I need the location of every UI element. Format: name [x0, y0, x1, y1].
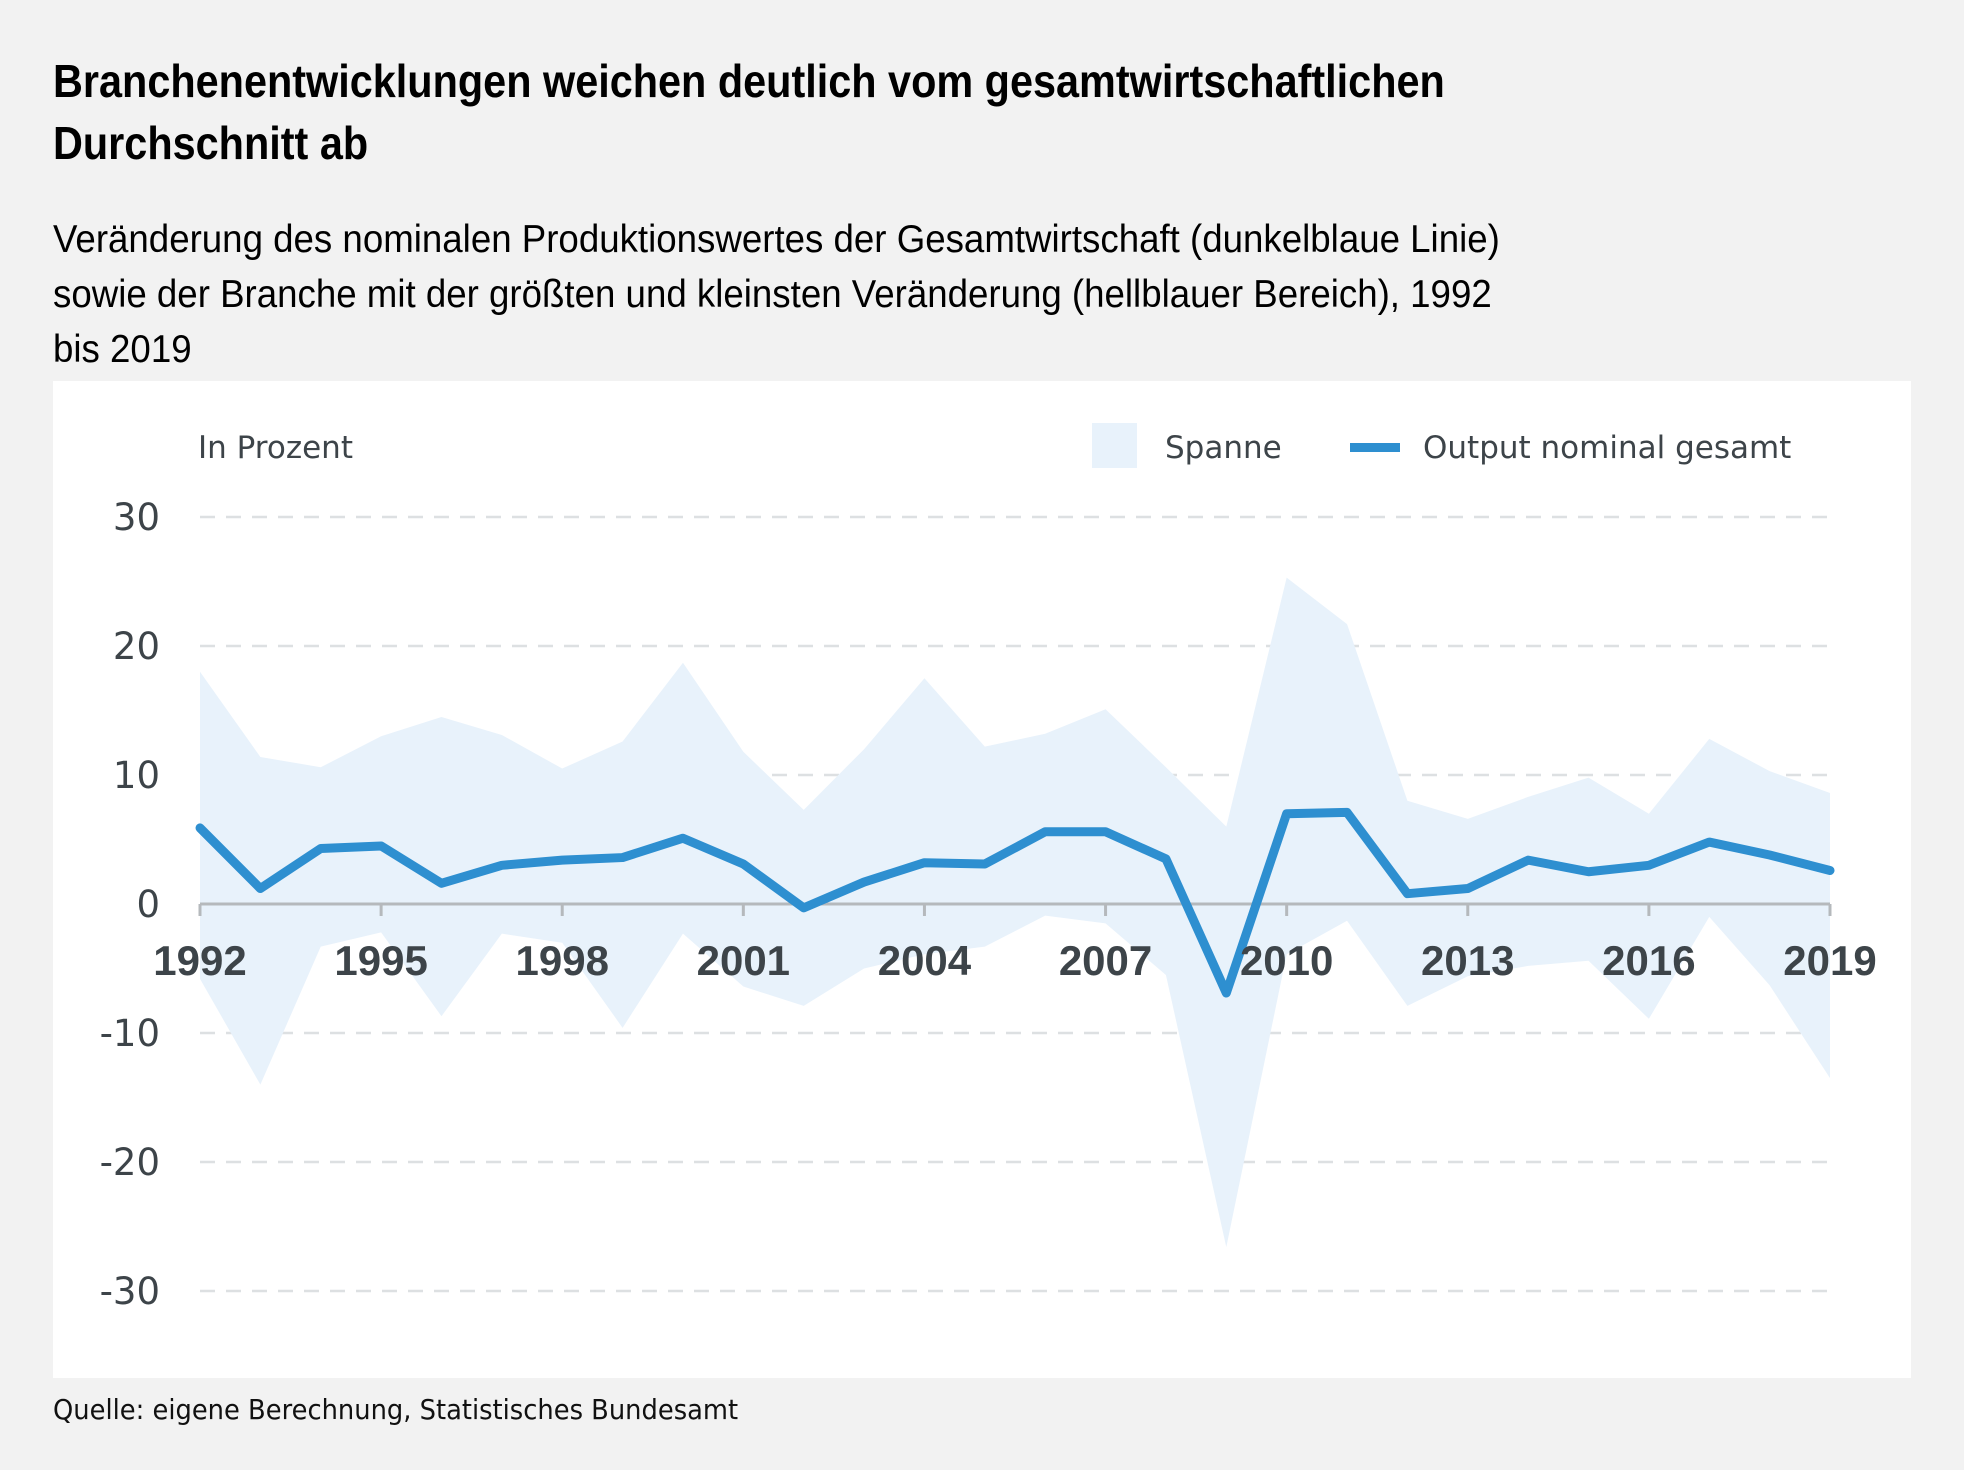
x-tick-label: 2004: [878, 937, 972, 984]
y-tick-label: 0: [136, 883, 160, 926]
y-tick-label: 20: [113, 625, 160, 668]
y-tick-label: -20: [100, 1141, 160, 1184]
x-tick-label: 2016: [1602, 937, 1695, 984]
legend-swatch-output: [1350, 443, 1400, 452]
source-note: Quelle: eigene Berechnung, Statistisches…: [53, 1393, 739, 1426]
y-axis-unit-label: In Prozent: [198, 430, 353, 466]
chart-subtitle: Veränderung des nominalen Produktionswer…: [53, 212, 1839, 377]
x-tick-label: 2013: [1421, 937, 1514, 984]
range-band-spanne: [200, 577, 1830, 1248]
x-tick-label: 1995: [334, 937, 427, 984]
y-tick-label: 30: [113, 496, 160, 539]
chart-subtitle-line-2: sowie der Branche mit der größten und kl…: [53, 273, 1492, 316]
chart-title-line-1: Branchenentwicklungen weichen deutlich v…: [53, 55, 1445, 107]
x-tick-label: 2001: [697, 937, 790, 984]
x-tick-label: 1992: [153, 937, 246, 984]
series-line-output-nominal-gesamt: [195, 807, 1835, 998]
x-axis: [198, 902, 1832, 916]
chart-title: Branchenentwicklungen weichen deutlich v…: [53, 50, 1673, 174]
x-tick-label: 2010: [1240, 937, 1333, 984]
y-tick-label: -30: [100, 1270, 160, 1313]
y-tick-label: -10: [100, 1012, 160, 1055]
x-axis-labels: 1992 1995 1998 2001 2004 2007 2010 2013 2016 2019: [153, 937, 1876, 984]
legend-swatch-spanne: [1092, 423, 1137, 468]
legend-label-spanne: Spanne: [1165, 430, 1282, 466]
y-axis-labels: 30 20 10 0 -10 -20 -30: [100, 496, 160, 1313]
y-tick-label: 10: [113, 754, 160, 797]
x-tick-label: 2007: [1059, 937, 1152, 984]
chart-panel: 30 20 10 0 -10 -20 -30 1992 1995 1998 2001 2004 200…: [53, 381, 1911, 1378]
legend-label-output: Output nominal gesamt: [1423, 430, 1791, 466]
x-tick-label: 2019: [1783, 937, 1876, 984]
chart-subtitle-line-3: bis 2019: [53, 328, 192, 371]
chart-subtitle-line-1: Veränderung des nominalen Produktionswer…: [53, 218, 1500, 261]
x-tick-label: 1998: [516, 937, 609, 984]
legend: Spanne Output nominal gesamt: [1092, 423, 1791, 468]
chart-title-line-2: Durchschnitt ab: [53, 117, 369, 169]
